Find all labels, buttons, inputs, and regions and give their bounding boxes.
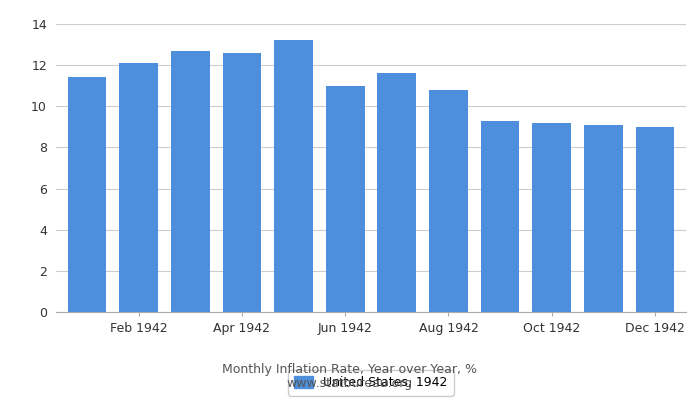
Bar [429, 90, 468, 312]
Bar [171, 51, 209, 312]
Bar [377, 73, 416, 312]
Bar [68, 78, 106, 312]
Text: www.statbureau.org: www.statbureau.org [287, 378, 413, 390]
Bar [119, 63, 158, 312]
Bar [326, 86, 365, 312]
Legend: United States, 1942: United States, 1942 [288, 370, 454, 396]
Bar [223, 53, 261, 312]
Bar [274, 40, 313, 312]
Bar [481, 121, 519, 312]
Text: Monthly Inflation Rate, Year over Year, %: Monthly Inflation Rate, Year over Year, … [223, 364, 477, 376]
Bar [584, 125, 623, 312]
Bar [636, 127, 674, 312]
Bar [533, 123, 571, 312]
